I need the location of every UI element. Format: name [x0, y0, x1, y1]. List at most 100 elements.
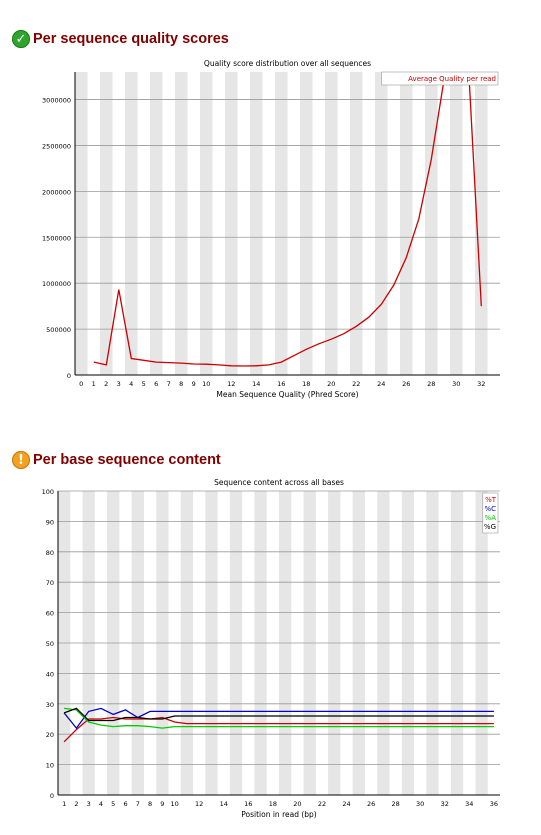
grid-stripe: [325, 72, 338, 375]
chart-title: Sequence content across all bases: [214, 478, 344, 487]
x-tick-label: 28: [391, 800, 399, 808]
y-tick-label: 80: [46, 549, 54, 557]
y-tick-label: 90: [46, 518, 54, 526]
series-line--g: [63, 707, 494, 722]
y-tick-label: 0: [50, 792, 54, 800]
legend-box: [482, 492, 499, 534]
legend-label: Average Quality per read: [408, 75, 496, 83]
x-tick-label: 10: [170, 800, 178, 808]
x-tick-label: 16: [244, 800, 252, 808]
x-tick-label: 16: [277, 380, 285, 388]
y-tick-label: 40: [46, 670, 54, 678]
x-tick-label: 18: [269, 800, 277, 808]
x-tick-label: 14: [220, 800, 228, 808]
legend-label: %A: [485, 514, 497, 522]
y-tick-label: 70: [46, 579, 54, 587]
grid-stripe: [200, 72, 213, 375]
chart-title: Quality score distribution over all sequ…: [204, 59, 371, 68]
y-tick-label: 60: [46, 610, 54, 618]
check-icon: ✓: [12, 30, 30, 48]
x-tick-label: 30: [416, 800, 424, 808]
exclamation-icon: !: [12, 451, 30, 469]
x-tick-label: 10: [202, 380, 210, 388]
x-tick-label: 36: [490, 800, 498, 808]
y-tick-label: 20: [46, 731, 54, 739]
y-tick-label: 1000000: [42, 280, 71, 288]
x-tick-label: 12: [227, 380, 235, 388]
grid-stripe: [475, 72, 488, 375]
x-tick-label: 20: [293, 800, 301, 808]
section-header-quality: ✓ Per sequence quality scores: [12, 26, 229, 52]
series-line--t: [63, 716, 494, 743]
grid-stripe: [125, 72, 138, 375]
grid-stripe: [75, 72, 88, 375]
legend-box: [381, 71, 499, 86]
x-tick-label: 8: [148, 800, 152, 808]
x-tick-label: 6: [154, 380, 158, 388]
x-tick-label: 30: [452, 380, 460, 388]
grid-stripe: [150, 72, 163, 375]
y-tick-label: 1500000: [42, 234, 71, 242]
series-line--c: [63, 707, 494, 730]
x-tick-label: 24: [377, 380, 385, 388]
x-tick-label: 0: [79, 380, 83, 388]
x-tick-label: 14: [252, 380, 260, 388]
grid-stripe: [250, 72, 263, 375]
quality-score-chart: 0 500000 1000000 1500000 2000000 2500000 30000…: [42, 59, 500, 399]
legend-label: %C: [484, 505, 496, 513]
grid-stripe: [375, 72, 388, 375]
x-tick-label: 2: [104, 380, 108, 388]
x-tick-label: 9: [160, 800, 164, 808]
x-tick-label: 28: [427, 380, 435, 388]
x-tick-label: 2: [74, 800, 78, 808]
y-tick-label: 100: [42, 488, 54, 496]
y-tick-label: 500000: [46, 326, 71, 334]
x-tick-label: 3: [117, 380, 121, 388]
x-tick-label: 5: [111, 800, 115, 808]
x-tick-label: 6: [123, 800, 127, 808]
grid-stripe: [175, 72, 188, 375]
y-tick-label: 10: [46, 762, 54, 770]
series-line-average-quality-per-read: [93, 72, 482, 367]
x-tick-label: 3: [87, 800, 91, 808]
x-tick-label: 9: [192, 380, 196, 388]
grid-stripe: [100, 72, 113, 375]
x-tick-label: 4: [129, 380, 133, 388]
section-header-content: ! Per base sequence content: [12, 447, 221, 473]
legend-label: %T: [485, 496, 497, 504]
y-tick-label: 3000000: [42, 97, 71, 105]
y-tick-label: 2000000: [42, 188, 71, 196]
legend-label: %G: [484, 523, 496, 531]
x-tick-label: 4: [99, 800, 103, 808]
x-tick-label: 26: [367, 800, 375, 808]
x-tick-label: 18: [302, 380, 310, 388]
x-tick-label: 34: [465, 800, 473, 808]
x-tick-label: 26: [402, 380, 410, 388]
x-tick-label: 1: [62, 800, 66, 808]
x-tick-label: 7: [136, 800, 140, 808]
x-tick-label: 24: [342, 800, 350, 808]
y-tick-label: 0: [67, 372, 71, 380]
x-tick-label: 32: [441, 800, 449, 808]
grid-stripe: [300, 72, 313, 375]
grid-stripe: [425, 72, 438, 375]
x-tick-label: 32: [477, 380, 485, 388]
section-title-quality: Per sequence quality scores: [33, 31, 229, 47]
grid-stripe: [400, 72, 413, 375]
x-tick-label: 12: [195, 800, 203, 808]
grid-stripe: [350, 72, 363, 375]
x-tick-label: 22: [318, 800, 326, 808]
x-tick-label: 5: [142, 380, 146, 388]
grid-stripe: [450, 72, 463, 375]
grid-stripe: [225, 72, 238, 375]
x-tick-label: 7: [167, 380, 171, 388]
x-tick-label: 1: [92, 380, 96, 388]
y-tick-label: 2500000: [42, 142, 71, 150]
x-tick-label: 22: [352, 380, 360, 388]
series-line--a: [64, 707, 494, 729]
y-tick-label: 50: [46, 640, 54, 648]
x-axis-label: Mean Sequence Quality (Phred Score): [216, 390, 358, 399]
x-tick-label: 20: [327, 380, 335, 388]
x-tick-label: 8: [179, 380, 183, 388]
